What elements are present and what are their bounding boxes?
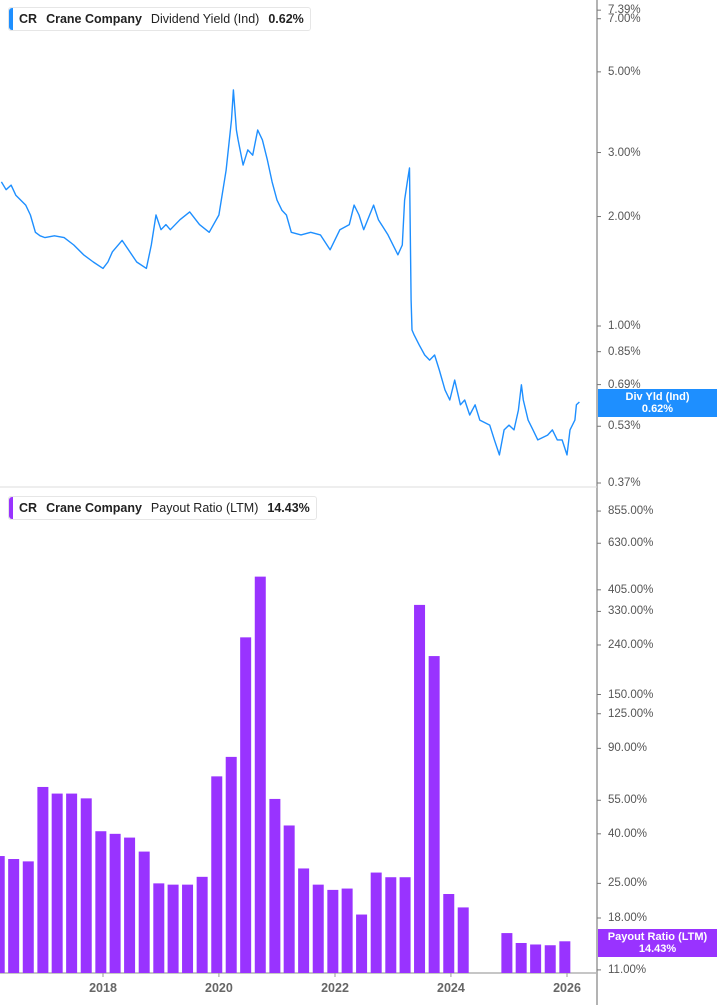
yield-value-badge: Div Yld (Ind) 0.62% — [598, 389, 717, 417]
yield-axis-tick-label: 0.69% — [608, 378, 641, 391]
payout-bar — [182, 884, 194, 973]
yield-color-swatch — [9, 8, 13, 30]
payout-bar — [428, 656, 440, 973]
x-tick-label: 2026 — [553, 981, 581, 995]
payout-bar — [298, 868, 310, 973]
payout-value-badge: Payout Ratio (LTM) 14.43% — [598, 929, 717, 957]
x-tick-label: 2018 — [89, 981, 117, 995]
yield-axis-tick-label: 7.00% — [608, 12, 641, 25]
yield-axis-tick-label: 0.37% — [608, 477, 641, 489]
badge-label: Div Yld (Ind) — [625, 391, 690, 403]
payout-bar — [22, 861, 34, 973]
payout-bar — [559, 941, 571, 973]
x-tick-label: 2022 — [321, 981, 349, 995]
metric-name: Payout Ratio (LTM) — [150, 501, 259, 515]
payout-bar — [153, 883, 165, 973]
metric-name: Dividend Yield (Ind) — [150, 12, 260, 26]
yield-axis-tick-label: 1.00% — [608, 320, 641, 332]
metric-value: 14.43% — [267, 501, 310, 515]
payout-bar — [124, 837, 136, 973]
company-name: Crane Company — [46, 501, 142, 515]
badge-label: Payout Ratio (LTM) — [607, 931, 708, 943]
yield-axis-tick-label: 0.85% — [608, 345, 641, 358]
payout-axis-tick-label: 25.00% — [608, 877, 648, 890]
payout-bar — [37, 786, 49, 973]
x-tick-label: 2024 — [437, 981, 465, 995]
badge-value: 0.62% — [641, 403, 674, 415]
payout-bar — [327, 889, 339, 973]
payout-bar — [66, 793, 78, 973]
yield-axis-tick-label: 5.00% — [608, 65, 641, 78]
payout-bar — [385, 877, 397, 973]
payout-color-swatch — [9, 497, 13, 519]
yield-axis-tick-label: 7.39% — [608, 4, 641, 17]
payout-bar — [356, 914, 368, 973]
payout-bar — [312, 884, 324, 973]
payout-bar — [515, 942, 527, 973]
payout-bar — [225, 756, 237, 973]
yield-axis-tick-label: 3.00% — [608, 146, 641, 159]
yield-axis-tick-label: 2.00% — [608, 210, 641, 223]
payout-bar — [95, 831, 107, 973]
ticker: CR — [19, 501, 38, 515]
payout-bar — [414, 604, 426, 973]
payout-axis-tick-label: 18.00% — [608, 911, 648, 924]
payout-axis-tick-label: 11.00% — [608, 963, 647, 976]
payout-axis-tick-label: 405.00% — [608, 583, 654, 596]
payout-bar — [283, 825, 295, 973]
payout-bar — [399, 877, 411, 973]
payout-axis-tick-label: 630.00% — [608, 537, 654, 550]
payout-bar — [138, 851, 150, 973]
payout-bar — [80, 798, 92, 973]
payout-bar — [8, 859, 20, 973]
payout-axis-tick-label: 125.00% — [608, 707, 654, 720]
payout-bar — [269, 798, 281, 973]
payout-bar — [501, 933, 513, 973]
payout-bar — [109, 833, 121, 973]
top-legend: CR Crane Company Dividend Yield (Ind) 0.… — [8, 7, 311, 31]
ticker: CR — [19, 12, 38, 26]
metric-value: 0.62% — [268, 12, 304, 26]
payout-bar — [0, 856, 5, 973]
payout-bar — [211, 776, 223, 973]
payout-axis-tick-label: 240.00% — [608, 638, 654, 651]
payout-axis-tick-label: 855.00% — [608, 505, 654, 518]
payout-bar — [341, 888, 353, 973]
payout-bar — [544, 945, 556, 973]
payout-bar — [530, 944, 542, 973]
payout-axis-tick-label: 330.00% — [608, 605, 654, 618]
payout-axis-tick-label: 40.00% — [608, 827, 648, 840]
payout-bar — [51, 793, 63, 973]
payout-axis-tick-label: 90.00% — [608, 742, 648, 755]
badge-value: 14.43% — [638, 943, 677, 955]
payout-bar — [457, 907, 469, 973]
bottom-legend: CR Crane Company Payout Ratio (LTM) 14.4… — [8, 496, 317, 520]
payout-bar — [443, 894, 455, 973]
x-tick-label: 2020 — [205, 981, 233, 995]
payout-bar — [240, 637, 252, 973]
company-name: Crane Company — [46, 12, 142, 26]
payout-bar — [254, 576, 266, 973]
payout-bar — [370, 872, 382, 973]
payout-bar — [167, 884, 179, 973]
yield-axis-tick-label: 0.53% — [608, 420, 641, 433]
payout-axis-tick-label: 150.00% — [608, 688, 654, 701]
payout-bar — [196, 876, 208, 973]
dividend-yield-line — [0, 89, 580, 456]
payout-axis-tick-label: 55.00% — [608, 794, 648, 807]
